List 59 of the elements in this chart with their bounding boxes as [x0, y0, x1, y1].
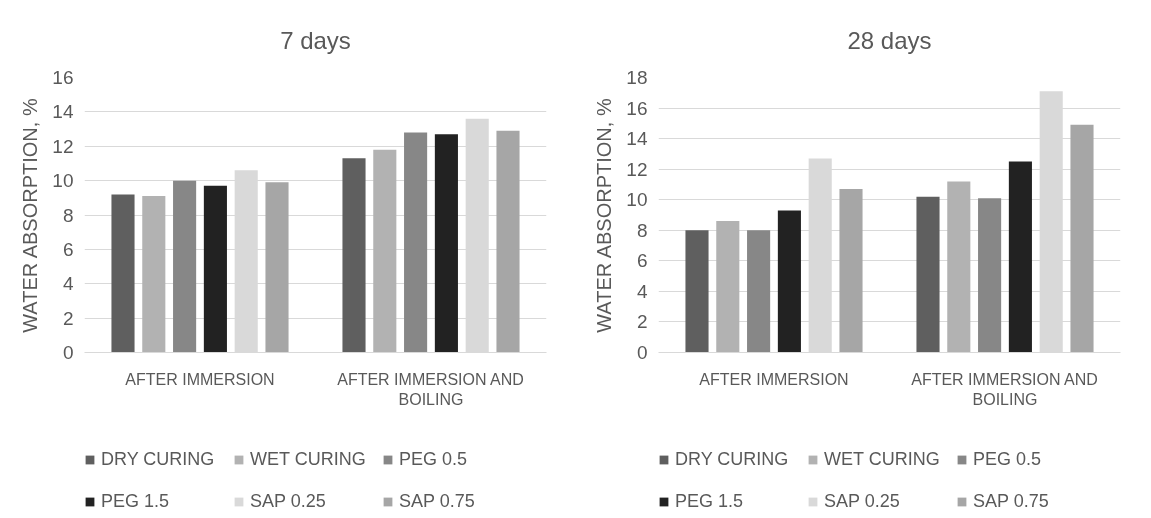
bar [716, 221, 740, 353]
y-tick-label: 16 [52, 67, 74, 88]
y-tick-label: 2 [636, 311, 648, 333]
y-tick-label: 16 [626, 97, 648, 119]
bar [685, 230, 709, 353]
bar [265, 182, 289, 353]
legend-label: SAP 0.25 [824, 491, 901, 512]
y-axis-title: WATER ABSORPTION, % [593, 98, 616, 333]
y-tick-label: 10 [52, 170, 74, 192]
bar [434, 134, 458, 353]
y-tick-label: 6 [62, 238, 74, 260]
legend-label: PEG 0.5 [973, 449, 1043, 470]
bar [373, 149, 397, 353]
y-tick-label: 12 [52, 135, 74, 157]
legend-label: DRY CURING [675, 449, 790, 470]
chart-title: 28 days [847, 27, 932, 54]
bar [1070, 124, 1094, 353]
bar [142, 196, 166, 353]
y-tick-label: 12 [626, 158, 648, 180]
bar [404, 132, 428, 353]
legend-label: PEG 1.5 [675, 491, 745, 512]
legend-label: SAP 0.75 [973, 491, 1050, 512]
y-tick-label: 8 [636, 219, 648, 241]
legend-label: SAP 0.25 [250, 491, 327, 512]
y-tick-label: 10 [626, 189, 648, 211]
y-tick-label: 8 [62, 204, 74, 226]
bar [947, 181, 971, 353]
legend-label: DRY CURING [101, 449, 216, 470]
y-tick-label: 6 [636, 250, 648, 272]
legend-label: SAP 0.75 [399, 491, 476, 512]
chart-title: 7 days [280, 27, 351, 54]
y-axis-title: WATER ABSORPTION, % [19, 98, 42, 333]
bar [978, 198, 1002, 353]
y-tick-label: 4 [636, 280, 648, 302]
bar [916, 196, 940, 353]
bar [839, 189, 863, 353]
bar [496, 130, 520, 353]
y-tick-label: 0 [62, 342, 74, 363]
legend-label: PEG 1.5 [101, 491, 171, 512]
bar [747, 230, 771, 353]
y-tick-label: 14 [52, 101, 74, 123]
y-tick-label: 18 [626, 67, 648, 88]
x-tick-label: AFTER IMMERSION AND BOILING [337, 370, 524, 408]
bar [111, 194, 135, 353]
bar [342, 158, 366, 353]
bar [777, 210, 801, 353]
y-tick-label: 2 [62, 307, 74, 329]
y-tick-label: 4 [62, 273, 74, 295]
legend-label: WET CURING [824, 449, 941, 470]
x-tick-label: AFTER IMMERSION [125, 370, 275, 388]
y-tick-label: 14 [626, 128, 648, 150]
y-tick-label: 0 [636, 342, 648, 363]
bar [1008, 161, 1032, 353]
x-tick-label: AFTER IMMERSION [699, 370, 849, 388]
x-tick-label: AFTER IMMERSION AND BOILING [911, 370, 1098, 408]
bar [173, 180, 197, 353]
legend-label: PEG 0.5 [399, 449, 469, 470]
legend-label: WET CURING [250, 449, 367, 470]
bar [203, 185, 227, 353]
